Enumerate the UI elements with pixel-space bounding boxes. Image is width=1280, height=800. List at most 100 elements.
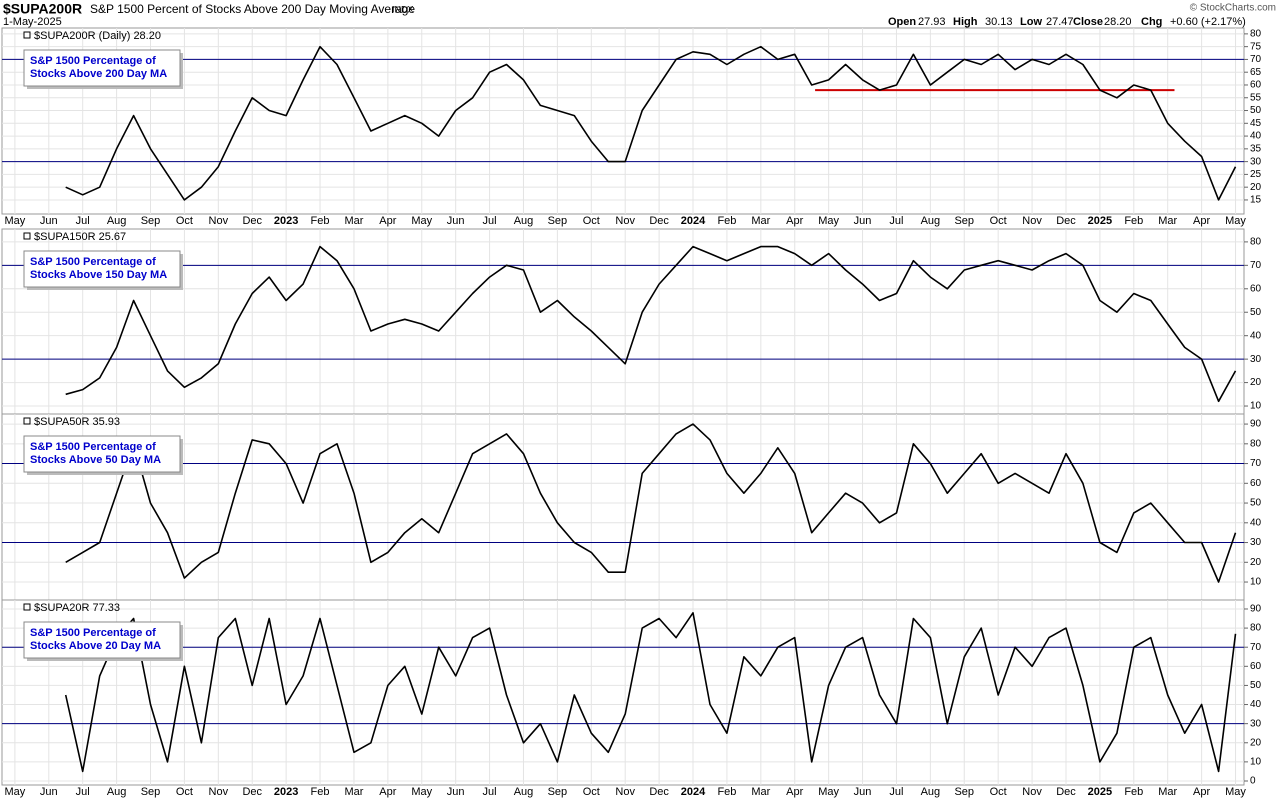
y-tick-label: 60 xyxy=(1250,478,1262,489)
x-tick-label: 2023 xyxy=(274,215,298,227)
y-tick-label: 15 xyxy=(1250,195,1262,206)
stat-label: Chg xyxy=(1141,16,1162,28)
x-tick-label: Nov xyxy=(209,786,229,798)
x-tick-label: Oct xyxy=(990,215,1007,227)
y-tick-label: 40 xyxy=(1250,131,1262,142)
x-tick-label: Feb xyxy=(311,215,330,227)
annotation-text: S&P 1500 Percentage of xyxy=(30,441,156,453)
x-tick-label: May xyxy=(411,215,432,227)
x-tick-label: Dec xyxy=(242,215,262,227)
data-line xyxy=(65,45,1237,201)
x-tick-label: Nov xyxy=(615,786,635,798)
x-tick-label: Jun xyxy=(447,786,465,798)
x-tick-label: Sep xyxy=(954,215,974,227)
x-tick-label: Mar xyxy=(1158,215,1177,227)
x-tick-label: Feb xyxy=(311,786,330,798)
x-tick-label: Mar xyxy=(751,786,770,798)
series-label: $SUPA200R (Daily) 28.20 xyxy=(34,30,161,42)
y-tick-label: 50 xyxy=(1250,498,1262,509)
y-tick-label: 55 xyxy=(1250,92,1262,103)
x-tick-label: May xyxy=(4,215,25,227)
x-tick-label: Sep xyxy=(141,215,161,227)
annotation-text: S&P 1500 Percentage of xyxy=(30,256,156,268)
y-tick-label: 40 xyxy=(1250,699,1262,710)
y-tick-label: 45 xyxy=(1250,118,1262,129)
series-label: $SUPA20R 77.33 xyxy=(34,602,120,614)
x-tick-label: Jun xyxy=(854,215,872,227)
x-tick-label: Oct xyxy=(176,786,193,798)
x-tick-label: Jun xyxy=(447,215,465,227)
x-tick-label: Dec xyxy=(242,786,262,798)
x-tick-label: May xyxy=(4,786,25,798)
x-tick-label: Sep xyxy=(954,786,974,798)
x-tick-label: Jun xyxy=(40,215,58,227)
x-tick-label: Sep xyxy=(548,786,568,798)
chart-title: S&P 1500 Percent of Stocks Above 200 Day… xyxy=(90,2,415,16)
stat-label: Low xyxy=(1020,16,1042,28)
x-tick-label: Oct xyxy=(990,786,1007,798)
y-tick-label: 10 xyxy=(1250,757,1262,768)
x-tick-label: Sep xyxy=(141,786,161,798)
y-tick-label: 80 xyxy=(1250,438,1262,449)
stat-value: +0.60 (+2.17%) xyxy=(1170,16,1246,28)
annotation-box xyxy=(23,621,181,659)
x-tick-label: Jun xyxy=(854,786,872,798)
stat-label: Close xyxy=(1073,16,1103,28)
y-tick-label: 90 xyxy=(1250,419,1262,430)
x-tick-label: Apr xyxy=(1193,786,1210,798)
x-tick-label: May xyxy=(411,786,432,798)
x-tick-label: Aug xyxy=(514,786,534,798)
x-tick-label: Jul xyxy=(483,215,497,227)
panel-frame xyxy=(1,413,1245,601)
y-tick-label: 35 xyxy=(1250,143,1262,154)
x-tick-label: Aug xyxy=(514,215,534,227)
y-tick-label: 70 xyxy=(1250,260,1262,271)
exchange: INDX xyxy=(392,4,414,14)
stat-value: 28.20 xyxy=(1104,16,1132,28)
annotation-box xyxy=(23,49,181,87)
x-tick-label: Dec xyxy=(649,786,669,798)
y-tick-label: 30 xyxy=(1250,718,1262,729)
legend-swatch xyxy=(23,31,31,39)
x-tick-label: Jun xyxy=(40,786,58,798)
x-tick-label: Aug xyxy=(921,786,941,798)
x-tick-label: May xyxy=(1225,786,1246,798)
data-line xyxy=(65,245,1237,403)
x-tick-label: Oct xyxy=(176,215,193,227)
stat-label: High xyxy=(953,16,978,28)
y-tick-label: 40 xyxy=(1250,330,1262,341)
y-tick-label: 75 xyxy=(1250,41,1262,52)
y-tick-label: 0 xyxy=(1250,776,1256,787)
stat-value: 27.93 xyxy=(918,16,946,28)
x-tick-label: Jul xyxy=(889,215,903,227)
x-tick-label: Apr xyxy=(786,786,803,798)
x-tick-label: Jul xyxy=(76,786,90,798)
series-label: $SUPA50R 35.93 xyxy=(34,416,120,428)
legend-swatch xyxy=(23,417,31,425)
annotation-text: Stocks Above 50 Day MA xyxy=(30,454,161,466)
x-tick-label: Apr xyxy=(379,215,396,227)
panel-frame xyxy=(1,27,1245,215)
y-tick-label: 80 xyxy=(1250,237,1262,248)
x-tick-label: 2025 xyxy=(1088,786,1112,798)
x-tick-label: Apr xyxy=(379,786,396,798)
symbol: $SUPA200R xyxy=(3,1,82,17)
stat-value: 30.13 xyxy=(985,16,1013,28)
x-tick-label: Aug xyxy=(921,215,941,227)
x-tick-label: Feb xyxy=(717,786,736,798)
stat-value: 27.47 xyxy=(1046,16,1074,28)
x-tick-label: Aug xyxy=(107,215,127,227)
y-tick-label: 70 xyxy=(1250,458,1262,469)
stat-label: Open xyxy=(888,16,916,28)
y-tick-label: 80 xyxy=(1250,29,1262,40)
annotation-text: Stocks Above 20 Day MA xyxy=(30,640,161,652)
x-tick-label: Feb xyxy=(1124,786,1143,798)
annotation-text: S&P 1500 Percentage of xyxy=(30,627,156,639)
y-tick-label: 10 xyxy=(1250,401,1262,412)
y-tick-label: 60 xyxy=(1250,283,1262,294)
y-tick-label: 20 xyxy=(1250,737,1262,748)
source: © StockCharts.com xyxy=(1190,3,1276,14)
y-tick-label: 65 xyxy=(1250,67,1262,78)
x-tick-label: May xyxy=(818,215,839,227)
